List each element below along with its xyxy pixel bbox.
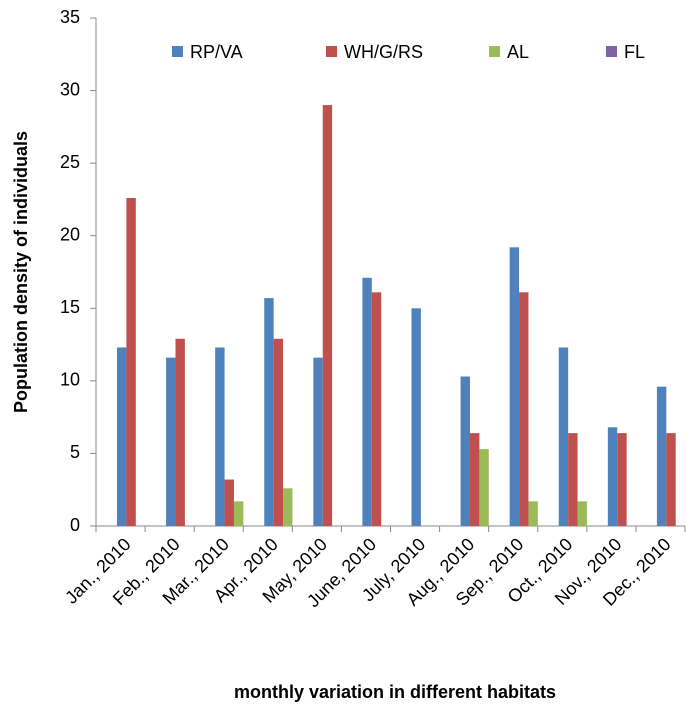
bar: [313, 357, 323, 526]
bar: [215, 347, 225, 526]
bar: [577, 501, 587, 526]
legend-label: FL: [624, 42, 645, 62]
bar: [362, 277, 372, 526]
bar: [607, 427, 618, 526]
y-tick-label: 10: [60, 370, 80, 390]
y-tick-label: 5: [70, 442, 80, 462]
legend-swatch: [489, 46, 500, 57]
bar: [322, 105, 333, 526]
legend-label: AL: [507, 42, 529, 62]
legend-swatch: [326, 46, 337, 57]
bar: [617, 433, 627, 526]
bar: [166, 357, 176, 526]
bar: [460, 376, 470, 526]
bar: [528, 501, 538, 526]
bar: [371, 292, 382, 526]
legend-label: RP/VA: [190, 42, 243, 62]
legend-swatch: [172, 46, 183, 57]
bar: [175, 338, 185, 526]
x-axis-title: monthly variation in different habitats: [234, 682, 556, 702]
bar: [519, 292, 529, 526]
bar: [264, 298, 274, 526]
bar: [283, 488, 293, 526]
bar: [411, 308, 421, 526]
bar: [479, 449, 489, 526]
bar: [568, 433, 578, 526]
bar: [558, 347, 569, 526]
y-tick-label: 15: [60, 297, 80, 317]
bar: [469, 433, 480, 526]
y-tick-label: 35: [60, 7, 80, 27]
bar: [656, 386, 667, 526]
y-tick-label: 0: [70, 515, 80, 535]
bar: [224, 479, 234, 526]
y-axis-title: Population density of individuals: [11, 131, 31, 413]
bar: [233, 501, 244, 526]
legend-swatch: [606, 46, 617, 57]
bar: [126, 197, 136, 526]
bar: [273, 338, 284, 526]
y-tick-label: 25: [60, 152, 80, 172]
bar: [666, 433, 676, 526]
bar: [117, 347, 127, 526]
y-tick-label: 20: [60, 224, 80, 244]
bar: [509, 247, 520, 526]
y-tick-label: 30: [60, 79, 80, 99]
legend-label: WH/G/RS: [344, 42, 423, 62]
